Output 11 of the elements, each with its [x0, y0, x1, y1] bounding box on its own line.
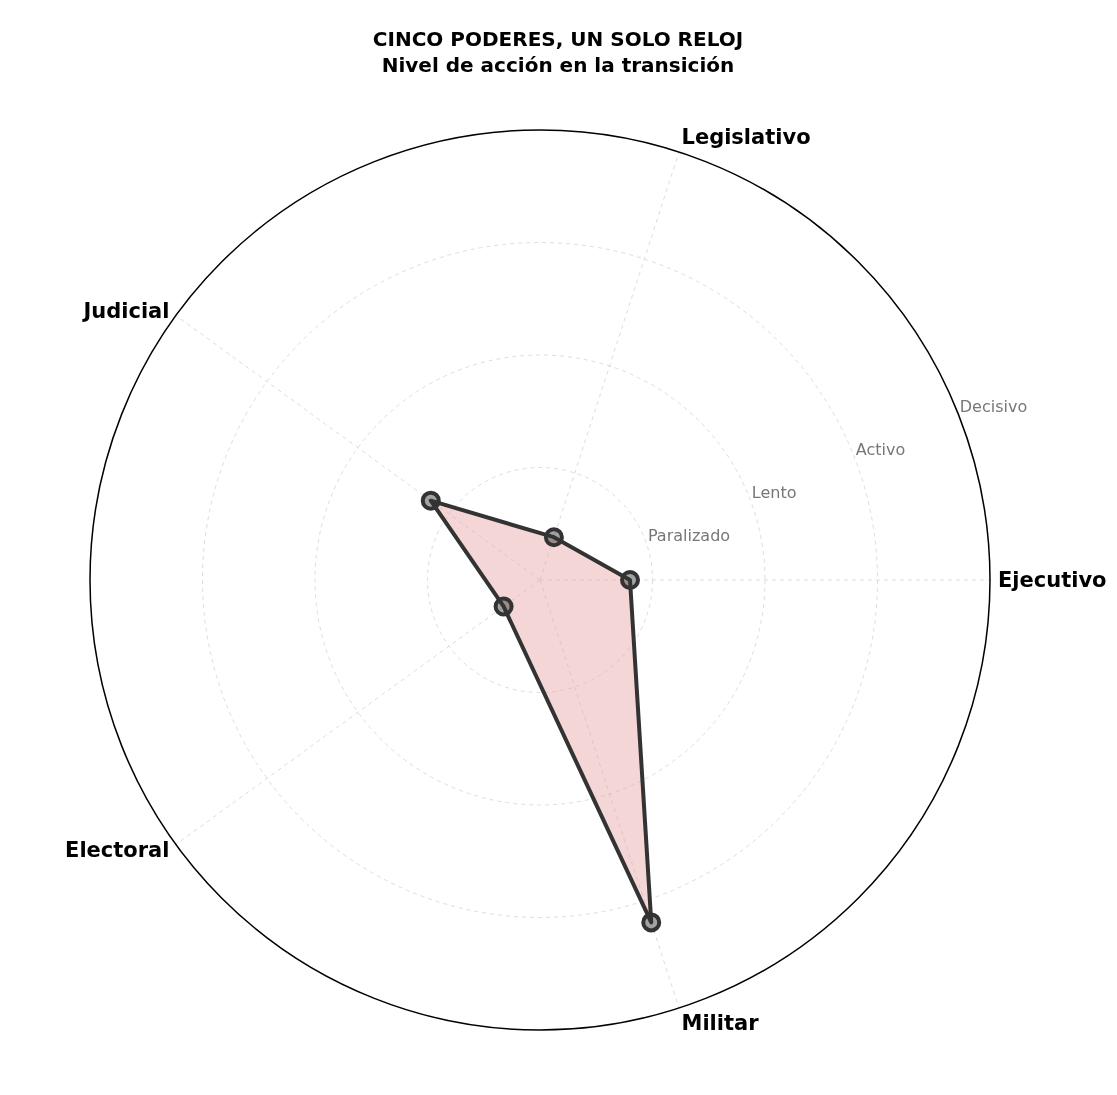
chart-title: CINCO PODERES, UN SOLO RELOJ: [371, 26, 745, 52]
y-tick-label: Activo: [855, 440, 906, 460]
spoke-label: Legislativo: [681, 125, 811, 150]
spoke-label: Electoral: [65, 837, 170, 862]
chart-subtitle: Nivel de acción en la transición: [380, 52, 736, 78]
y-tick-label: Paralizado: [647, 526, 731, 546]
y-tick-label: Decisivo: [959, 397, 1028, 417]
y-tick-label: Lento: [751, 483, 797, 503]
spoke-label: Judicial: [81, 299, 170, 324]
spoke-label: Ejecutivo: [998, 568, 1107, 593]
spoke-label: Militar: [681, 1011, 760, 1036]
